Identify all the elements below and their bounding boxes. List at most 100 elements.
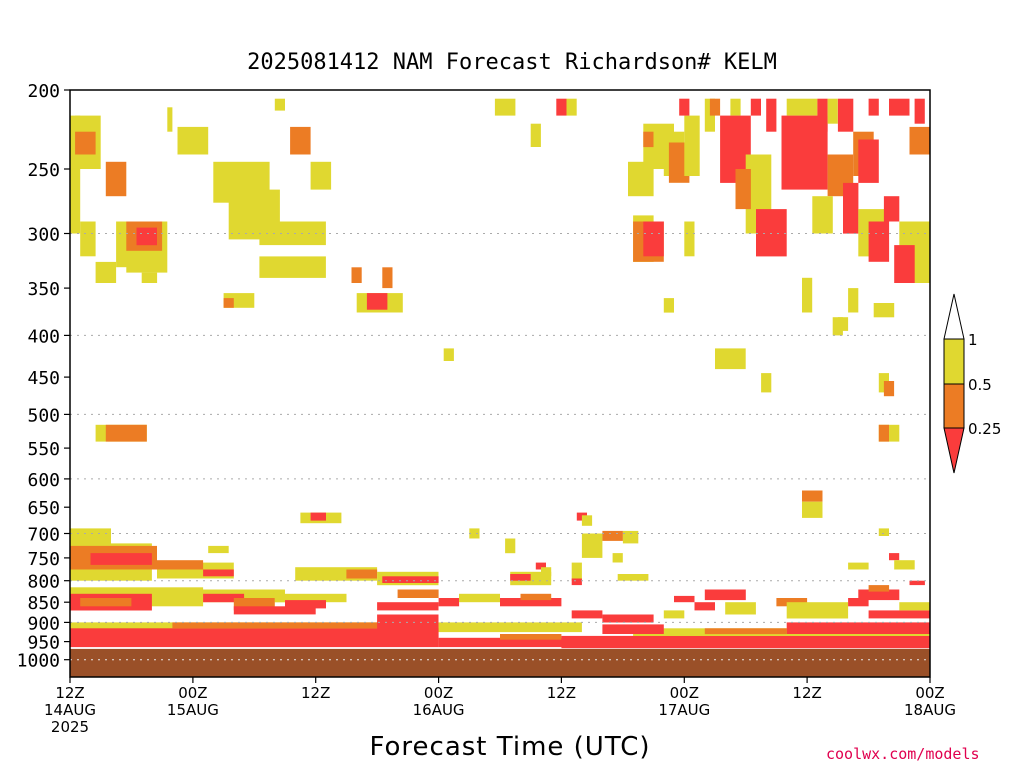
x-tick-label: 12Z bbox=[301, 684, 330, 702]
colorbar-bin bbox=[943, 338, 965, 385]
ri-cell bbox=[75, 131, 96, 155]
ri-cell bbox=[397, 589, 439, 598]
ri-cell bbox=[438, 598, 460, 607]
ri-cell bbox=[909, 580, 925, 586]
ri-cell bbox=[70, 115, 81, 234]
y-tick-label: 850 bbox=[27, 593, 60, 614]
chart-title: 2025081412 NAM Forecast Richardson# KELM bbox=[247, 50, 777, 75]
ri-cell bbox=[761, 373, 772, 393]
y-tick-label: 800 bbox=[27, 572, 60, 593]
ri-cell bbox=[827, 98, 838, 124]
ri-cell bbox=[704, 589, 746, 601]
ri-cell bbox=[167, 107, 173, 132]
ri-cell bbox=[868, 221, 890, 262]
ri-cell bbox=[172, 622, 398, 629]
y-tick-label: 450 bbox=[27, 368, 60, 389]
ri-cell bbox=[581, 515, 593, 526]
x-tick-label: 12Z bbox=[792, 684, 821, 702]
y-tick-label: 650 bbox=[27, 498, 60, 519]
y-axis: 200 250 300 350 400 450 500 550 600 650 700 7508008… bbox=[17, 81, 70, 672]
ri-cell bbox=[848, 598, 869, 607]
ri-cell bbox=[177, 126, 209, 155]
x-tick-label: 00Z bbox=[424, 684, 453, 702]
x-tick-label: 15AUG bbox=[167, 701, 219, 719]
ri-cell bbox=[894, 560, 915, 570]
ri-cell bbox=[535, 562, 546, 570]
ri-cell bbox=[812, 196, 833, 234]
surface-ground-layer bbox=[70, 648, 930, 677]
y-tick-label: 300 bbox=[27, 225, 60, 246]
ri-cell bbox=[878, 424, 889, 442]
ri-cell bbox=[750, 98, 761, 116]
x-tick-label: 18AUG bbox=[904, 701, 956, 719]
ri-cell bbox=[571, 562, 582, 581]
ri-cell bbox=[259, 256, 326, 278]
ri-cell bbox=[873, 303, 895, 318]
colorbar-label: 0.25 bbox=[968, 420, 1001, 438]
ri-cell bbox=[786, 602, 849, 619]
ri-cell bbox=[786, 622, 930, 634]
ri-cell bbox=[848, 288, 859, 313]
x-tick-label: 14AUG bbox=[44, 701, 96, 719]
ri-cell bbox=[541, 567, 552, 577]
ri-cell bbox=[889, 553, 900, 561]
ri-cell bbox=[684, 115, 700, 176]
ri-cell bbox=[878, 528, 889, 536]
ri-cell bbox=[909, 126, 930, 155]
colorbar-upper-arrow bbox=[943, 293, 965, 340]
ri-cell bbox=[617, 574, 649, 581]
ri-cell bbox=[643, 131, 654, 148]
ri-cell bbox=[684, 221, 695, 257]
ri-cell bbox=[377, 602, 439, 611]
ri-cell bbox=[500, 598, 562, 607]
ri-cell bbox=[510, 574, 531, 581]
x-tick-label: 00Z bbox=[178, 684, 207, 702]
ri-cell bbox=[581, 533, 603, 558]
ri-cell bbox=[203, 593, 245, 603]
ri-cell bbox=[715, 348, 746, 370]
ri-cell bbox=[70, 528, 111, 544]
ri-cell bbox=[520, 593, 552, 601]
ri-cell bbox=[366, 293, 388, 310]
y-tick-label: 750 bbox=[27, 549, 60, 570]
ri-cell bbox=[223, 298, 234, 308]
credit-link[interactable]: coolwx.com/models bbox=[826, 745, 980, 763]
ri-cell bbox=[858, 589, 900, 601]
ri-cell bbox=[80, 221, 96, 257]
ri-cell bbox=[914, 98, 925, 124]
x-axis-title: Forecast Time (UTC) bbox=[369, 732, 651, 762]
ri-cell bbox=[105, 424, 147, 442]
ri-cell bbox=[889, 98, 910, 116]
ri-cell bbox=[802, 501, 823, 518]
ri-cell bbox=[756, 209, 787, 257]
ri-cell bbox=[233, 606, 316, 615]
ri-cell bbox=[530, 123, 541, 147]
ri-cell bbox=[674, 595, 695, 603]
ri-cell bbox=[868, 585, 890, 592]
ri-cell bbox=[346, 569, 378, 579]
ri-cell bbox=[730, 98, 741, 116]
ri-cell bbox=[709, 98, 721, 116]
ri-cell bbox=[883, 196, 900, 222]
ri-cell bbox=[285, 600, 326, 609]
ri-cell bbox=[382, 267, 393, 289]
ri-cell bbox=[817, 98, 828, 132]
ri-cell bbox=[500, 634, 562, 640]
ri-cell bbox=[274, 98, 285, 111]
ri-cell bbox=[571, 578, 582, 586]
colorbar-bin bbox=[943, 383, 965, 429]
ri-cell bbox=[704, 628, 787, 635]
y-tick-label: 950 bbox=[27, 633, 60, 654]
ri-cell bbox=[443, 348, 454, 361]
heatmap-cells bbox=[70, 98, 930, 649]
ri-cell bbox=[694, 602, 715, 611]
ri-cell bbox=[382, 576, 439, 583]
ri-cell bbox=[566, 98, 577, 116]
ri-cell bbox=[494, 98, 516, 116]
ri-cell bbox=[802, 277, 813, 313]
ri-cell bbox=[883, 381, 895, 397]
ri-cell bbox=[95, 261, 117, 283]
ri-cell bbox=[505, 538, 516, 554]
ri-cell bbox=[90, 553, 152, 565]
